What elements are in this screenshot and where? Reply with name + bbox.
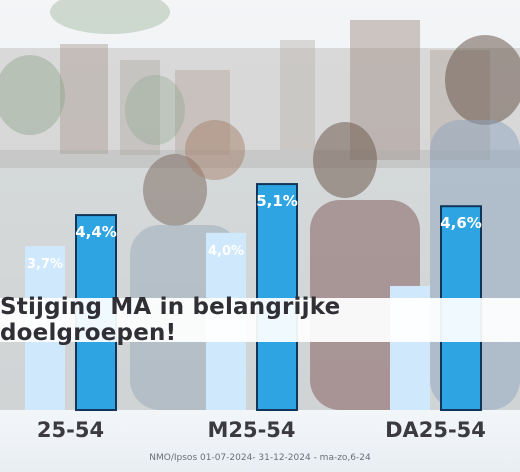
data-label-M25-54-series-2: 5,1% (256, 192, 298, 210)
data-label-25-54-series-2: 4,4% (75, 223, 117, 241)
source-footnote: NMO/Ipsos 01-07-2024- 31-12-2024 - ma-zo… (149, 453, 371, 463)
data-label-DA25-54-series-2: 4,6% (440, 214, 482, 232)
category-label-DA25-54: DA25-54 (385, 418, 486, 442)
footer-band (0, 410, 520, 472)
category-label-25-54: 25-54 (37, 418, 104, 442)
data-label-25-54-series-1: 3,7% (27, 257, 63, 272)
data-label-M25-54-series-1: 4,0% (208, 244, 244, 259)
title-banner: Stijging MA in belangrijke doelgroepen! (0, 294, 520, 346)
bar-M25-54-series-2 (256, 183, 298, 411)
category-label-M25-54: M25-54 (207, 418, 295, 442)
chart-title: Stijging MA in belangrijke doelgroepen! (0, 294, 341, 346)
